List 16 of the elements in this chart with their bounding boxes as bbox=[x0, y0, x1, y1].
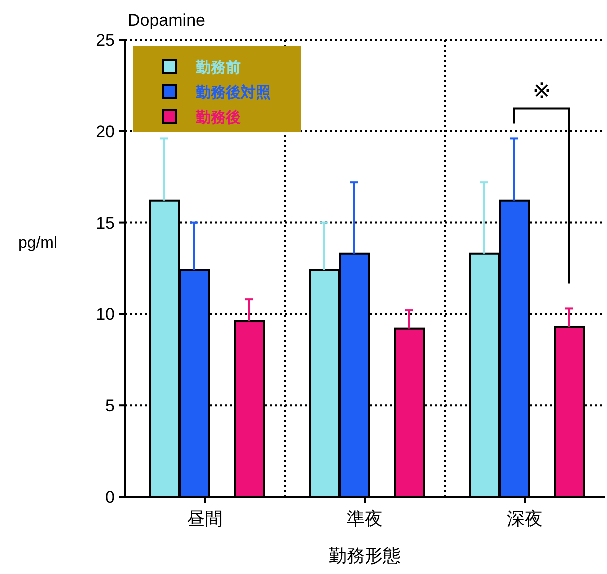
legend-label: 勤務後対照 bbox=[195, 83, 271, 102]
annotation: ※ bbox=[532, 78, 552, 104]
y-tick-label: 15 bbox=[96, 214, 115, 233]
y-axis-title: pg/ml bbox=[18, 235, 58, 252]
x-tick-label: 準夜 bbox=[347, 509, 383, 529]
y-tick-label: 5 bbox=[106, 396, 115, 416]
legend-label: 勤務前 bbox=[195, 59, 241, 76]
x-tick-label: 深夜 bbox=[507, 509, 543, 529]
y-tick-label: 10 bbox=[96, 305, 115, 324]
legend-label: 勤務後 bbox=[195, 109, 241, 126]
y-tick-label: 0 bbox=[106, 488, 115, 507]
y-tick-label: 25 bbox=[96, 30, 115, 50]
y-tick-label: 20 bbox=[96, 122, 115, 142]
chart-title: Dopamine bbox=[128, 11, 206, 30]
x-tick-label: 昼間 bbox=[187, 509, 223, 529]
x-axis-title: 勤務形態 bbox=[329, 546, 401, 566]
